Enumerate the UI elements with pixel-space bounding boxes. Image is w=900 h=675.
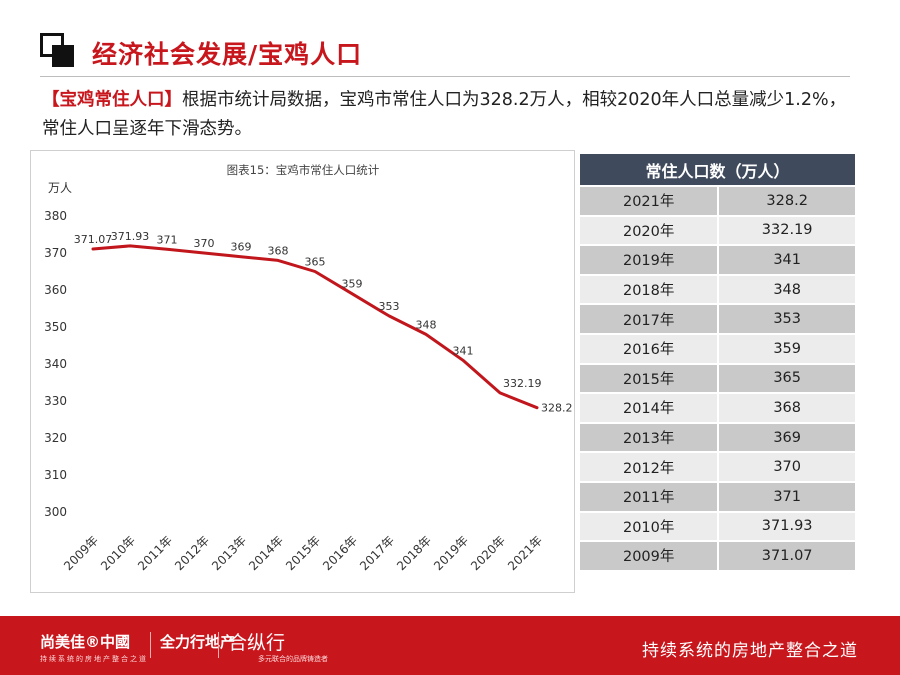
data-label: 365 [305, 256, 326, 269]
footer-brand-hezongxing-tagline: 多元联合的品牌铸造者 [258, 655, 328, 663]
data-label: 332.19 [503, 377, 542, 390]
x-axis-ticks: 2009年2010年2011年2012年2013年2014年2015年2016年… [61, 533, 545, 573]
data-label: 328.2 [541, 402, 573, 415]
intro-text: 根据市统计局数据，宝鸡市常住人口为328.2万人，相较2020年人口总量减少1.… [42, 90, 847, 139]
table-row: 2021年 328.2 [580, 187, 855, 215]
y-tick-label: 360 [44, 283, 67, 297]
year-cell: 2009年 [580, 542, 718, 570]
value-cell: 368 [719, 394, 855, 422]
value-cell: 370 [719, 453, 855, 481]
title-divider [40, 76, 850, 77]
footer-brand-logo: 尚美佳®中國 [40, 633, 131, 651]
footer-divider [150, 632, 151, 658]
x-tick-label: 2015年 [283, 533, 323, 573]
intro-highlight: 【宝鸡常住人口】 [42, 90, 182, 110]
year-cell: 2011年 [580, 482, 718, 511]
year-cell: 2014年 [580, 394, 718, 422]
table-header: 常住人口数（万人） [580, 154, 855, 185]
data-label: 348 [416, 318, 437, 331]
year-cell: 2016年 [580, 334, 718, 363]
x-tick-label: 2020年 [468, 533, 508, 573]
y-axis-unit: 万人 [48, 181, 72, 195]
x-tick-label: 2014年 [246, 533, 286, 573]
footer-divider [218, 632, 219, 658]
year-cell: 2012年 [580, 453, 718, 481]
year-cell: 2020年 [580, 216, 718, 245]
x-tick-label: 2021年 [505, 533, 545, 573]
y-tick-label: 330 [44, 394, 67, 408]
data-label: 368 [268, 244, 289, 257]
x-tick-label: 2013年 [209, 533, 249, 573]
value-cell: 359 [719, 334, 855, 363]
value-cell: 371.93 [719, 512, 855, 541]
table-row: 2011年 371 [580, 482, 855, 511]
population-table: 常住人口数（万人） 2021年 328.2 2020年 332.19 2019年 34… [578, 152, 857, 572]
year-cell: 2015年 [580, 364, 718, 393]
chart-svg: 图表15：宝鸡市常住人口统计 万人 3003103203303403503603… [44, 163, 573, 573]
corner-filled-square [52, 45, 74, 67]
data-label: 371 [157, 233, 178, 246]
intro-paragraph: 【宝鸡常住人口】根据市统计局数据，宝鸡市常住人口为328.2万人，相较2020年… [42, 86, 857, 144]
value-cell: 348 [719, 275, 855, 304]
table-row: 2010年 371.93 [580, 512, 855, 541]
chart-title: 图表15：宝鸡市常住人口统计 [227, 163, 380, 177]
data-label: 353 [379, 300, 400, 313]
x-tick-label: 2017年 [357, 533, 397, 573]
x-tick-label: 2011年 [135, 533, 175, 573]
value-cell: 371.07 [719, 542, 855, 570]
page-title: 经济社会发展/宝鸡人口 [92, 40, 363, 69]
data-label: 370 [194, 237, 215, 250]
year-cell: 2021年 [580, 187, 718, 215]
title-corner-mark [40, 33, 74, 67]
y-tick-label: 370 [44, 246, 67, 260]
y-axis-ticks: 300 310 320 330 340 350 360 370 380 [44, 209, 67, 519]
table-row: 2018年 348 [580, 275, 855, 304]
year-cell: 2010年 [580, 512, 718, 541]
table-row: 2012年 370 [580, 453, 855, 481]
data-label: 371.93 [111, 230, 150, 243]
table-row: 2009年 371.07 [580, 542, 855, 570]
footer-brand-quanli: 全力行地产 [160, 633, 236, 651]
x-tick-label: 2010年 [98, 533, 138, 573]
x-tick-label: 2018年 [394, 533, 434, 573]
table-row: 2016年 359 [580, 334, 855, 363]
data-label: 341 [453, 344, 474, 357]
y-tick-label: 340 [44, 357, 67, 371]
year-cell: 2019年 [580, 246, 718, 274]
y-tick-label: 320 [44, 431, 67, 445]
value-cell: 369 [719, 423, 855, 452]
y-tick-label: 310 [44, 468, 67, 482]
x-tick-label: 2012年 [172, 533, 212, 573]
x-tick-label: 2019年 [431, 533, 471, 573]
table-row: 2014年 368 [580, 394, 855, 422]
table-row: 2015年 365 [580, 364, 855, 393]
y-tick-label: 380 [44, 209, 67, 223]
footer-brand-tagline: 持续系统的房地产整合之道 [40, 655, 148, 663]
table-row: 2019年 341 [580, 246, 855, 274]
value-cell: 332.19 [719, 216, 855, 245]
table-row: 2017年 353 [580, 305, 855, 333]
footer-brand-hezongxing: 合纵行 [228, 632, 286, 654]
value-cell: 353 [719, 305, 855, 333]
data-label: 371.07 [74, 233, 113, 246]
x-tick-label: 2016年 [320, 533, 360, 573]
y-tick-label: 350 [44, 320, 67, 334]
footer-slogan: 持续系统的房地产整合之道 [642, 641, 858, 661]
x-tick-label: 2009年 [61, 533, 101, 573]
data-label: 359 [342, 278, 363, 291]
value-cell: 341 [719, 246, 855, 274]
value-cell: 371 [719, 482, 855, 511]
value-cell: 328.2 [719, 187, 855, 215]
year-cell: 2017年 [580, 305, 718, 333]
table-row: 2020年 332.19 [580, 216, 855, 245]
year-cell: 2018年 [580, 275, 718, 304]
population-chart: 图表15：宝鸡市常住人口统计 万人 300 310 320 330 340 350 360 3… [30, 150, 575, 593]
value-cell: 365 [719, 364, 855, 393]
data-label: 369 [231, 241, 252, 254]
year-cell: 2013年 [580, 423, 718, 452]
population-line [91, 244, 539, 410]
y-tick-label: 300 [44, 505, 67, 519]
table-row: 2013年 369 [580, 423, 855, 452]
